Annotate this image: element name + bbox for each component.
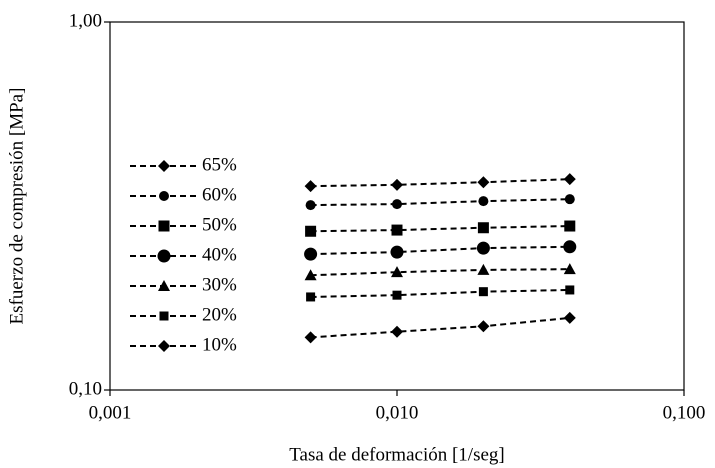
- marker: [477, 320, 490, 333]
- marker: [563, 173, 576, 186]
- marker: [564, 220, 576, 232]
- y-tick-label: 0,10: [69, 378, 102, 399]
- x-axis-label: Tasa de deformación [1/seg]: [289, 444, 505, 465]
- legend-marker: [158, 340, 170, 352]
- marker: [563, 263, 576, 275]
- marker: [304, 247, 318, 261]
- marker: [478, 196, 489, 207]
- marker: [391, 224, 403, 236]
- legend-label: 10%: [202, 334, 237, 355]
- marker: [391, 266, 403, 278]
- series-line: [310, 316, 570, 339]
- marker: [565, 285, 575, 295]
- y-tick-label: 1,00: [69, 10, 102, 31]
- legend-marker: [157, 249, 171, 263]
- marker: [391, 178, 403, 191]
- legend-label: 30%: [202, 274, 237, 295]
- marker: [304, 269, 317, 281]
- marker: [476, 241, 490, 255]
- y-axis-label: Esfuerzo de compresión [MPa]: [6, 88, 27, 325]
- legend-label: 65%: [202, 154, 237, 175]
- marker: [391, 325, 403, 338]
- legend-marker: [158, 160, 170, 172]
- legend-label: 20%: [202, 304, 237, 325]
- legend-marker: [158, 220, 170, 232]
- marker: [477, 222, 489, 234]
- series-line: [310, 178, 570, 188]
- marker: [305, 225, 317, 237]
- legend-label: 40%: [202, 244, 237, 265]
- marker: [392, 290, 402, 300]
- marker: [306, 292, 316, 302]
- marker: [563, 240, 577, 254]
- x-tick-label: 0,100: [663, 402, 706, 423]
- marker: [477, 263, 490, 275]
- marker: [304, 331, 317, 344]
- x-tick-label: 0,010: [376, 402, 419, 423]
- series-line: [310, 268, 570, 277]
- series-line: [310, 225, 570, 233]
- marker: [478, 287, 488, 297]
- marker: [390, 245, 404, 259]
- marker: [563, 311, 576, 324]
- marker: [477, 176, 490, 189]
- series-line: [310, 198, 570, 207]
- marker: [304, 180, 317, 193]
- marker: [392, 199, 402, 210]
- series-line: [310, 245, 570, 256]
- marker: [305, 200, 316, 211]
- legend-label: 50%: [202, 214, 237, 235]
- legend-label: 60%: [202, 184, 237, 205]
- legend-marker: [159, 311, 169, 321]
- series-line: [310, 288, 570, 298]
- legend-marker: [159, 191, 169, 201]
- x-tick-label: 0,001: [89, 402, 132, 423]
- legend-marker: [158, 280, 170, 291]
- marker: [564, 194, 575, 205]
